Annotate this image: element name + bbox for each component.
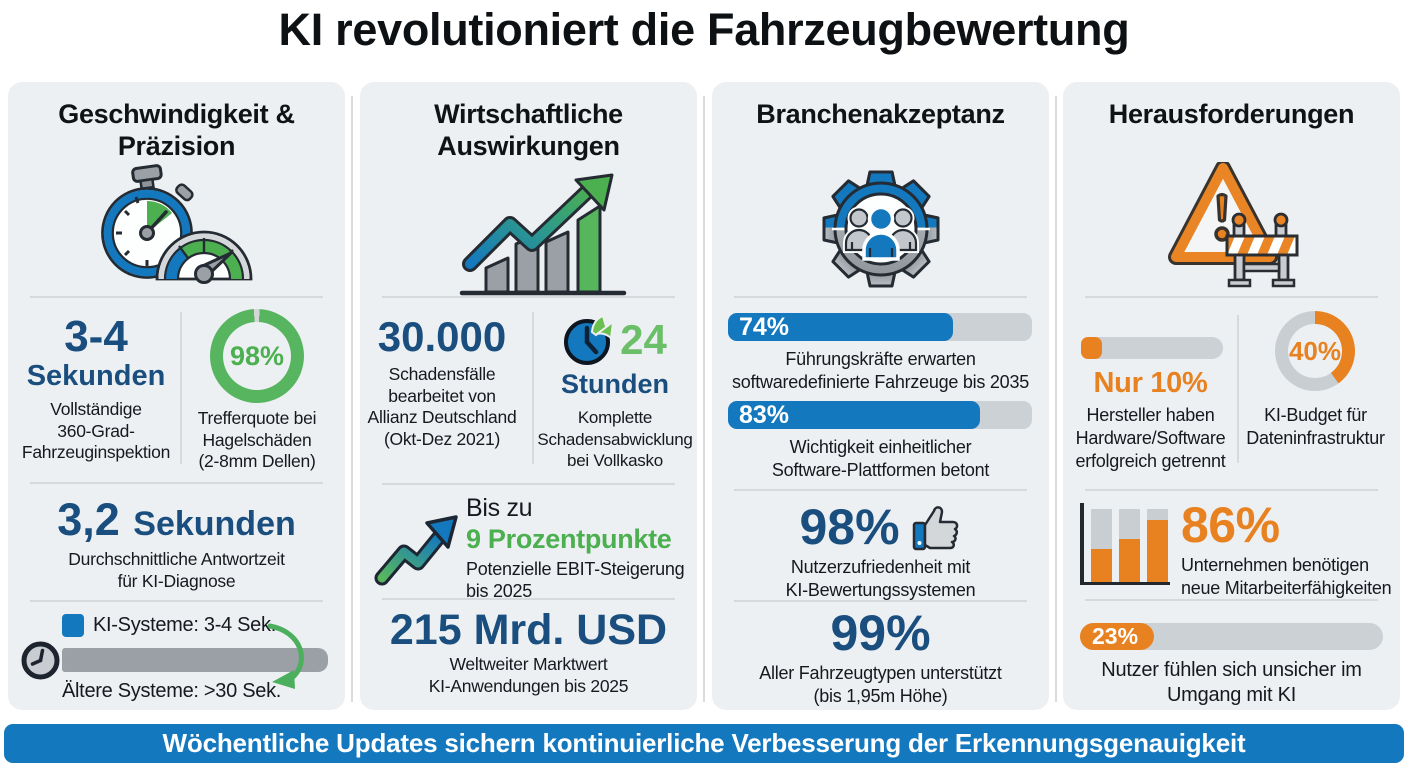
execs-bar-value: 74% [739, 312, 790, 341]
ebit-value: 9 Prozentpunkte [466, 524, 672, 554]
platforms-bar-chart: 83% [728, 401, 1032, 429]
skills-mini-bar-chart [1080, 503, 1170, 585]
panel-challenges-header: Herausforderungen [1108, 99, 1355, 129]
legend-ki-systems: KI-Systeme: 3-4 Sek. [93, 614, 276, 636]
separation-slider-chart [1081, 337, 1223, 359]
uncertain-bar-fill: 23% [1080, 623, 1154, 650]
panel-economy: Wirtschaftliche Auswirkungen 30.000 Scha… [360, 82, 697, 710]
footer-banner: Wöchentliche Updates sichern kontinuierl… [4, 724, 1404, 763]
separation-slider-fill [1081, 337, 1102, 359]
divider [30, 296, 323, 298]
budget-donut-chart: 40% [1275, 311, 1355, 391]
old-systems-bar [62, 648, 328, 672]
platforms-bar-value: 83% [739, 400, 790, 429]
mini-chart-bar [1119, 509, 1140, 582]
divider [734, 600, 1027, 602]
vehicles-label: Aller Fahrzeugtypen unterstützt (bis 1,9… [759, 663, 1002, 706]
market-value: 215 Mrd. USD [389, 606, 668, 654]
panel-speed: Geschwindigkeit & Präzision [8, 82, 345, 710]
panel-speed-header: Geschwindigkeit & Präzision [58, 99, 295, 161]
mini-chart-bar-fill [1119, 539, 1140, 582]
gear-team-icon [822, 170, 940, 288]
stat-hours-unit: Stunden [561, 369, 669, 399]
24h-clock-icon [564, 314, 615, 365]
divider [1085, 296, 1378, 298]
rising-bar-chart-icon [459, 173, 627, 296]
satisfaction-value: 98% [799, 499, 900, 555]
mini-chart-x-axis [1080, 581, 1170, 585]
divider [382, 296, 675, 298]
budget-donut-hole: 40% [1288, 324, 1342, 378]
panel-adoption-header: Branchenakzeptanz [756, 99, 1005, 129]
clock-icon [21, 641, 60, 680]
mini-chart-bar [1091, 509, 1112, 582]
column-separator [703, 96, 705, 702]
stat-inspection-value: 3-4 [64, 312, 128, 361]
accuracy-donut-hole: 98% [223, 322, 291, 390]
budget-donut-label: KI-Budget für Dateninfrastruktur [1246, 405, 1385, 448]
uncertain-bar-chart: 23% [1080, 623, 1383, 650]
satisfaction-label: Nutzerzufriedenheit mit KI-Bewertungssys… [785, 557, 976, 600]
ebit-label: Potenzielle EBIT-Steigerung bis 2025 [466, 559, 685, 601]
divider [1085, 599, 1378, 601]
uncertain-bar-label: Nutzer fühlen sich unsicher im Umgang mi… [1101, 659, 1362, 706]
divider [1085, 489, 1378, 491]
mini-chart-y-axis [1080, 503, 1084, 585]
mini-chart-bar [1147, 509, 1168, 582]
stat-hours-value: 24 [620, 316, 667, 363]
uncertain-bar-value: 23% [1092, 623, 1139, 649]
execs-bar-fill: 74% [728, 313, 953, 341]
market-label: Weltweiter Marktwert KI-Anwendungen bis … [428, 654, 629, 696]
warning-barrier-icon [1168, 162, 1299, 288]
divider [30, 600, 323, 602]
footer-text: Wöchentliche Updates sichern kontinuierl… [162, 728, 1246, 758]
stat-hours-label: Komplette Schadensabwicklung bei Vollkas… [537, 408, 693, 470]
vehicles-value: 99% [830, 605, 931, 661]
page-title: KI revolutioniert die Fahrzeugbewertung [278, 4, 1130, 55]
execs-bar-chart: 74% [728, 313, 1032, 341]
old-systems-label: Ältere Systeme: >30 Sek. [62, 680, 282, 702]
panel-challenges: Herausforderungen [1063, 82, 1400, 710]
accuracy-donut-value: 98% [229, 340, 285, 371]
separation-value: Nur 10% [1093, 367, 1208, 399]
zigzag-up-arrow-icon [374, 515, 458, 586]
stat-response-unit: Sekunden [133, 505, 296, 543]
column-separator [1055, 96, 1057, 702]
separation-label: Hersteller haben Hardware/Software erfol… [1075, 405, 1226, 471]
stat-inspection-unit: Sekunden [26, 360, 166, 392]
divider [734, 489, 1027, 491]
stat-response-value: 3,2 [57, 494, 120, 545]
stopwatch-speedometer-icon [101, 164, 253, 284]
curved-down-arrow-icon [267, 623, 304, 689]
accuracy-donut-label: Trefferquote bei Hagelschäden (2-8mm Del… [197, 408, 317, 471]
stat-claims-label: Schadensfälle bearbeitet von Allianz Deu… [367, 364, 517, 449]
divider [532, 312, 534, 464]
divider [382, 598, 675, 600]
divider [30, 482, 323, 484]
divider [180, 312, 182, 464]
skills-value: 86% [1181, 497, 1280, 553]
divider [734, 296, 1027, 298]
platforms-bar-label: Wichtigkeit einheitlicher Software-Platt… [771, 437, 990, 480]
ebit-prefix: Bis zu [466, 494, 533, 522]
panel-economy-header: Wirtschaftliche Auswirkungen [434, 99, 623, 161]
accuracy-donut-chart: 98% [210, 309, 304, 403]
stat-inspection-label: Vollständige 360-Grad- Fahrzeuginspektio… [21, 399, 171, 462]
panel-adoption: Branchenakzeptanz [712, 82, 1049, 710]
divider [1237, 315, 1239, 463]
mini-chart-bar-fill [1147, 519, 1168, 582]
mini-chart-bar-fill [1091, 548, 1112, 582]
execs-bar-label: Führungskräfte erwarten softwaredefinier… [732, 349, 1029, 392]
skills-label: Unternehmen benötigen neue Mitarbeiterfä… [1181, 555, 1392, 598]
legend-swatch-ki-systems [62, 614, 84, 637]
stat-response-label: Durchschnittliche Antwortzeit für KI-Dia… [68, 549, 285, 591]
column-separator [351, 96, 353, 702]
stat-claims-value: 30.000 [377, 313, 507, 360]
platforms-bar-fill: 83% [728, 400, 981, 429]
divider [382, 483, 675, 485]
thumbs-up-icon [912, 506, 958, 551]
budget-donut-value: 40% [1288, 335, 1342, 366]
